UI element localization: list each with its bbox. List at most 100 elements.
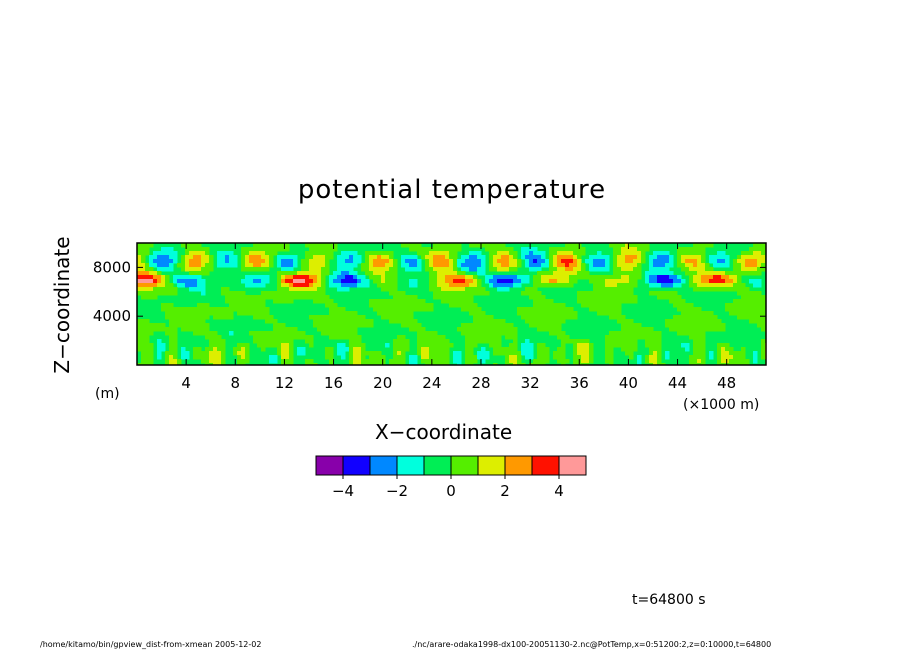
field-cell [185,319,190,324]
field-cell [753,299,758,304]
field-cell [525,351,530,356]
field-cell [561,343,566,348]
field-cell [445,363,450,365]
colorbar-swatch [396,455,425,476]
field-cell [441,363,446,365]
field-cell [401,303,406,308]
field-cell [321,263,326,268]
field-cell [321,275,326,280]
field-cell [333,327,338,332]
field-cell [657,351,662,356]
field-cell [533,291,538,296]
field-cell [161,283,166,288]
field-cell [313,291,318,296]
field-cell [389,283,394,288]
field-cell [473,255,478,260]
field-cell [545,299,550,304]
field-cell [345,315,350,320]
field-cell [697,359,702,364]
field-cell [753,311,758,316]
field-cell [141,291,146,296]
field-cell [193,347,198,352]
field-cell [185,307,190,312]
field-cell [409,247,414,252]
field-cell [489,283,494,288]
field-cell [389,259,394,264]
field-cell [317,251,322,256]
field-cell [673,291,678,296]
field-cell [445,343,450,348]
field-cell [357,259,362,264]
field-cell [561,359,566,364]
field-cell [701,355,706,360]
field-cell [445,339,450,344]
field-cell [477,279,482,284]
field-cell [149,295,154,300]
field-cell [217,255,222,260]
field-cell [189,319,194,324]
field-cell [513,351,518,356]
field-cell [689,251,694,256]
field-cell [553,307,558,312]
field-cell [289,275,294,280]
field-cell [617,343,622,348]
field-cell [213,359,218,364]
field-cell [653,335,658,340]
field-cell [329,327,334,332]
field-cell [325,271,330,276]
field-cell [213,307,218,312]
field-cell [677,251,682,256]
field-cell [485,335,490,340]
field-cell [669,263,674,268]
field-cell [733,283,738,288]
field-cell [725,283,730,288]
field-cell [585,291,590,296]
field-cell [325,327,330,332]
field-cell [533,251,538,256]
field-cell [517,363,522,365]
field-cell [537,315,542,320]
field-cell [497,343,502,348]
field-cell [441,247,446,252]
field-cell [241,347,246,352]
field-cell [221,359,226,364]
field-cell [537,295,542,300]
field-cell [341,259,346,264]
field-cell [145,327,150,332]
field-cell [409,283,414,288]
field-cell [517,359,522,364]
field-cell [369,251,374,256]
field-cell [669,259,674,264]
field-cell [285,259,290,264]
field-cell [621,251,626,256]
field-cell [725,307,730,312]
field-cell [397,295,402,300]
field-cell [533,315,538,320]
field-cell [437,243,442,248]
field-cell [497,351,502,356]
field-cell [465,323,470,328]
field-cell [629,255,634,260]
field-cell [417,299,422,304]
field-cell [149,243,154,248]
field-cell [173,319,178,324]
field-cell [181,263,186,268]
field-cell [333,303,338,308]
field-cell [149,351,154,356]
field-cell [533,307,538,312]
field-cell [553,351,558,356]
field-cell [653,251,658,256]
field-cell [613,263,618,268]
field-cell [537,291,542,296]
field-cell [433,291,438,296]
field-cell [341,319,346,324]
field-cell [425,343,430,348]
field-cell [321,331,326,336]
field-cell [141,271,146,276]
colorbar-swatch [315,455,344,476]
field-cell [157,343,162,348]
field-cell [461,303,466,308]
field-cell [573,315,578,320]
field-cell [541,295,546,300]
field-cell [609,287,614,292]
